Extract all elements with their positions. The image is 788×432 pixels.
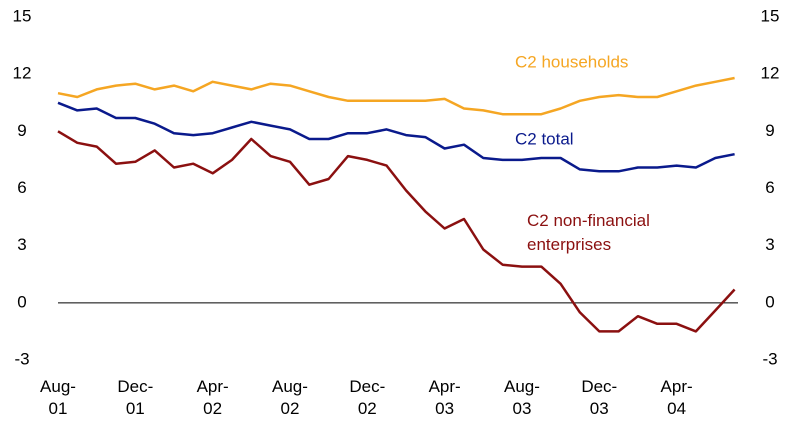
y-tick-label: 0: [17, 292, 26, 311]
y2-tick-label: -3: [762, 349, 777, 368]
y-tick-label: 3: [17, 235, 26, 254]
x-tick-label: Dec-01: [117, 377, 154, 418]
y-tick-label: 6: [17, 178, 26, 197]
series-line: [57, 76, 735, 116]
legend-label: C2 non-financial enterprises: [527, 211, 650, 254]
y2-tick-label: 0: [765, 292, 774, 311]
legend-label: C2 total: [515, 129, 574, 148]
y-tick-label: 15: [13, 6, 32, 25]
legend-label: C2 households: [515, 52, 628, 71]
y2-tick-label: 6: [765, 178, 774, 197]
y2-tick-label: 9: [765, 121, 774, 140]
y2-tick-label: 15: [761, 6, 780, 25]
x-tick-label: Apr-04: [660, 377, 693, 418]
y2-tick-label: 3: [765, 235, 774, 254]
y-tick-label: 12: [13, 64, 32, 83]
y2-tick-label: 12: [761, 64, 780, 83]
x-tick-label: Aug-01: [40, 377, 76, 418]
x-tick-label: Dec-02: [349, 377, 386, 418]
series-line: [57, 130, 736, 333]
x-tick-label: Apr-02: [196, 377, 229, 418]
x-tick-label: Aug-02: [272, 377, 308, 418]
series-line: [57, 101, 735, 173]
y-tick-label: -3: [14, 349, 29, 368]
x-tick-label: Aug-03: [503, 377, 540, 418]
y-tick-label: 9: [17, 121, 26, 140]
x-tick-label: Dec-03: [581, 377, 618, 418]
x-tick-label: Apr-03: [428, 377, 461, 418]
